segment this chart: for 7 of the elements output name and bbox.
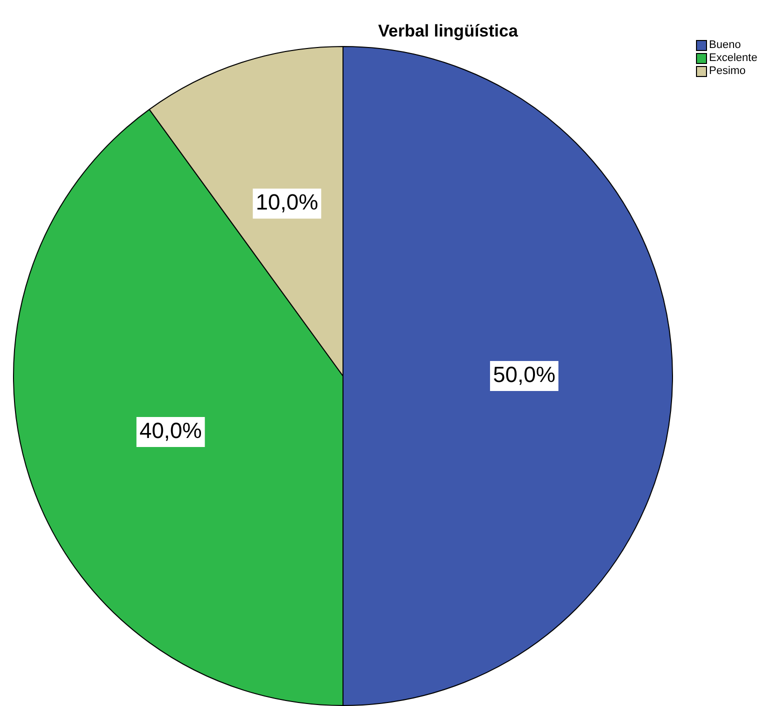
data-label: 40,0% xyxy=(139,418,202,444)
legend-label: Bueno xyxy=(709,39,741,52)
chart-title: Verbal lingüística xyxy=(378,22,518,41)
legend-label: Excelente xyxy=(709,52,758,64)
data-label: 50,0% xyxy=(493,362,556,388)
data-label: 10,0% xyxy=(256,190,318,215)
legend-label: Pesimo xyxy=(709,65,746,78)
